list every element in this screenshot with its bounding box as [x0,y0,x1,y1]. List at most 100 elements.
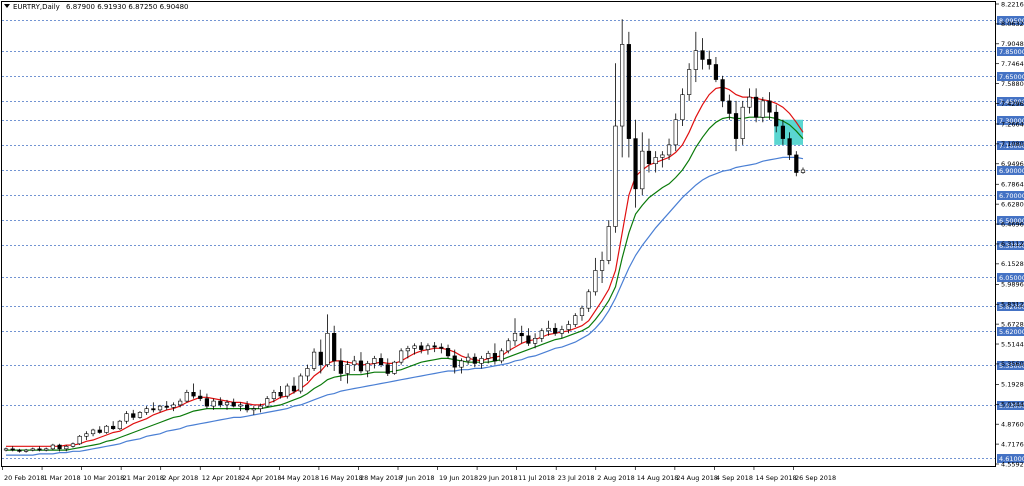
level-tag-label: 7.10000 [999,142,1024,150]
candle [666,138,672,160]
candle [44,447,49,452]
candle [566,320,571,334]
candle [794,151,799,177]
candle-body-down [338,360,343,374]
candle [599,251,605,284]
candle [586,289,591,312]
candle [740,100,745,145]
candle [399,348,404,365]
candle [459,358,464,374]
level-tag-label: 6.70000 [999,192,1024,200]
candle-body-down [37,448,42,451]
candle [392,360,397,375]
candle-body-down [633,138,638,190]
candle-body-up [573,315,578,325]
y-tick-label: 7.10800 [1001,140,1024,148]
candle [30,447,35,452]
candle [37,446,42,452]
candle-body-up [412,345,417,349]
ma-slow-line [6,156,804,456]
level-tag [997,216,1024,225]
y-tick-label: 5.51440 [1001,340,1024,348]
level-tag [997,16,1024,25]
candle [258,403,263,413]
candle [439,343,444,354]
y-tick-label: 5.83120 [1001,301,1024,309]
candle-body-up [285,385,290,397]
candle-body-up [499,350,504,362]
candle [787,132,792,160]
candle-body-up [238,404,243,407]
level-tag-label: 7.45000 [999,98,1024,106]
candle [606,220,611,265]
candle [211,398,216,410]
candle-body-up [405,348,410,352]
candle-body-down [204,398,210,407]
candle [198,389,203,402]
candle [546,320,551,336]
y-tick-label: 8.22160 [1001,0,1024,8]
y-tick-label: 4.87600 [1001,421,1024,429]
candle-body-down [378,358,384,365]
y-tick-label: 6.15280 [1001,260,1024,268]
y-tick-label: 4.55920 [1001,460,1024,468]
x-tick-label: 7 Jun 2018 [400,474,435,482]
candle [352,355,357,371]
candle [285,383,290,399]
candle-body-up [23,449,29,452]
candle [104,424,109,434]
ma-fast-line [6,86,804,447]
candle-body-up [680,94,685,121]
chart-title-bar[interactable]: EURTRY,Daily 6.87900 6.91930 6.87250 6.9… [4,3,189,11]
level-tag [997,166,1024,175]
candle [57,443,62,452]
candle [231,398,236,408]
candle-body-up [3,448,9,451]
x-tick-label: 16 May 2018 [320,474,362,482]
candle-body-up [345,364,350,374]
candle-body-down [720,79,725,102]
y-tick-label: 6.31120 [1001,240,1024,248]
level-tag [997,72,1024,81]
candle [767,92,772,120]
x-tick-label: 28 May 2018 [360,474,402,482]
symbol-timeframe-label: EURTRY,Daily [13,3,60,11]
candle-body-down [774,111,779,127]
candle-body-up [224,402,230,406]
candle-body-down [472,356,477,364]
candle [184,389,189,403]
candle [559,325,564,339]
candle-body-down [57,444,62,450]
candle-body-down [646,150,652,165]
candle-body-up [30,448,35,451]
x-tick-label: 12 Apr 2018 [202,474,242,482]
level-tag [997,401,1024,410]
candle-body-up [64,446,69,450]
candle-body-up [117,420,122,430]
candle [291,377,297,394]
dropdown-triangle-icon[interactable] [4,4,10,8]
candle [305,364,310,382]
candle [472,353,477,368]
candle [733,100,739,152]
candle-body-down [787,138,792,156]
candle-body-up [184,392,189,402]
candle [178,398,183,408]
candle-body-down [97,429,102,433]
candlestick-series [3,19,806,453]
level-tag-label: 5.35000 [999,362,1024,370]
candle-body-up [740,106,745,139]
candle [445,344,451,359]
candle [204,393,210,409]
candle [378,353,384,368]
candle-body-down [445,348,451,357]
svg-text:EURTRY,Daily 6.87900 6.9: EURTRY,Daily 6.87900 6.91930 6.87250 6.9… [13,3,189,11]
candle [579,305,585,321]
candle-body-down [767,100,772,113]
candle-body-down [164,405,169,408]
candle-body-up [137,412,143,418]
candle [620,19,625,158]
candle-body-up [559,329,564,334]
candle-body-up [399,350,404,363]
